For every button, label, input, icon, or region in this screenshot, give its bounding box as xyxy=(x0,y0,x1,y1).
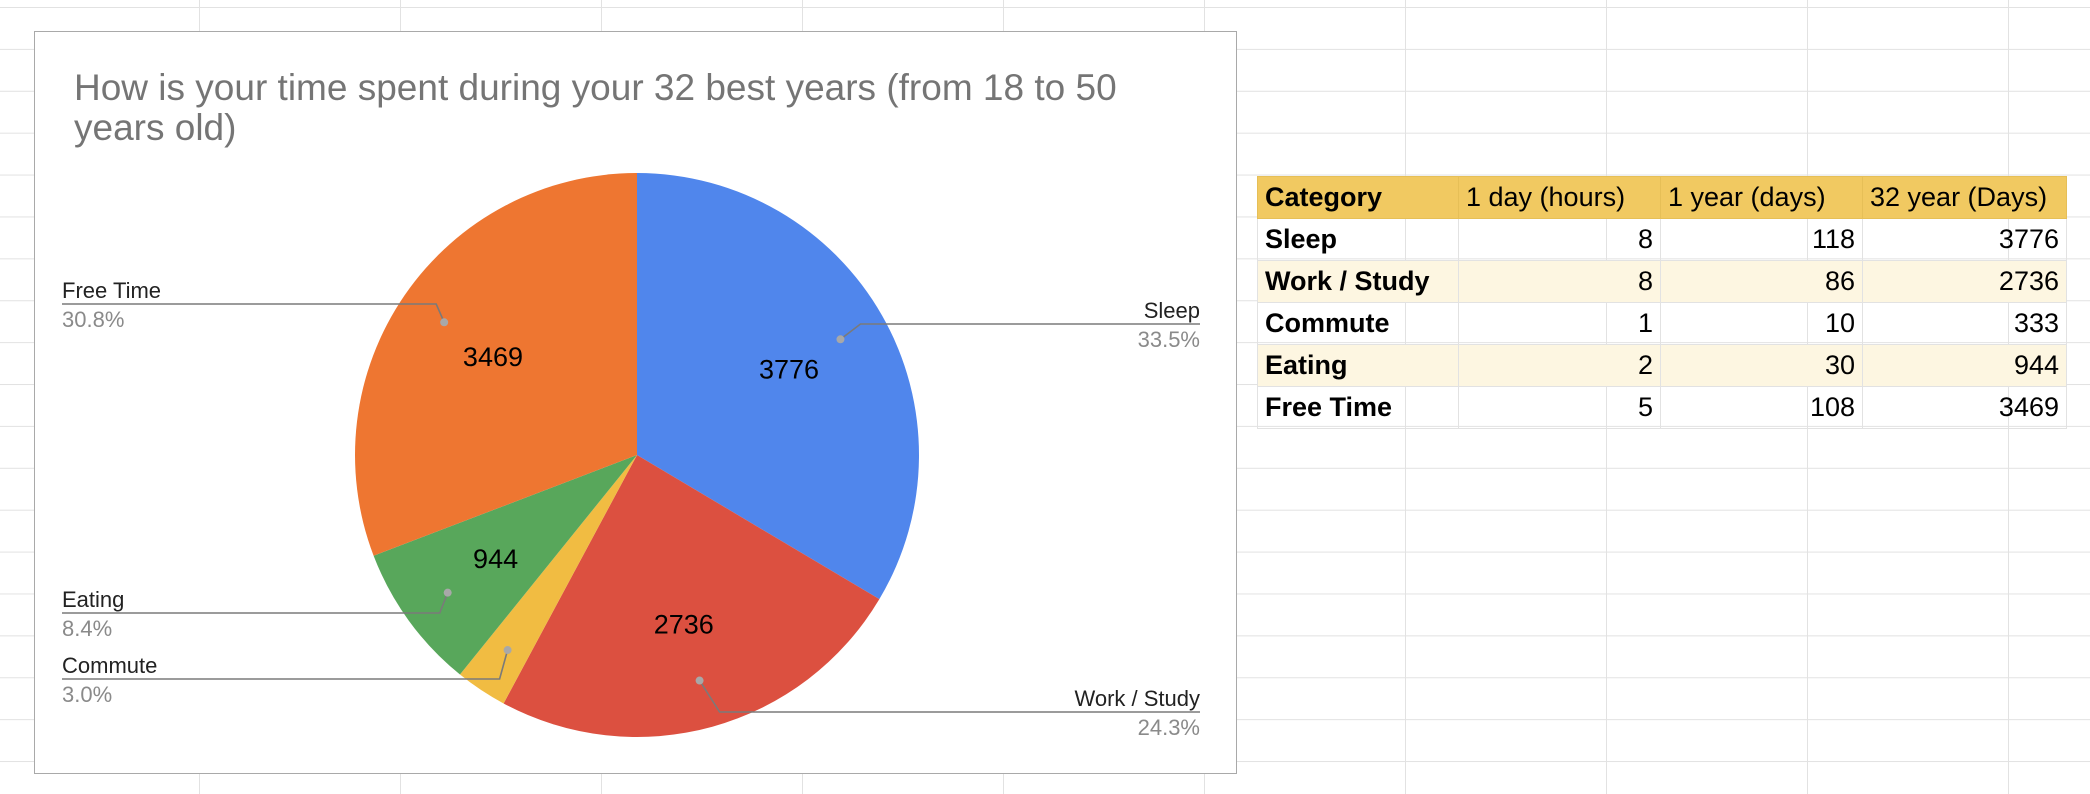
table-header-cell[interactable]: 1 day (hours) xyxy=(1458,176,1661,219)
table-cell[interactable]: 3776 xyxy=(1862,218,2067,261)
table-cell[interactable]: 108 xyxy=(1660,386,1863,429)
slice-free-time-leader-line xyxy=(62,303,445,323)
table-cell[interactable]: 5 xyxy=(1458,386,1661,429)
slice-work-study-leader-dot xyxy=(695,676,704,685)
slice-commute-leader-line xyxy=(62,649,509,680)
slice-sleep-category-label: Sleep xyxy=(1144,298,1200,323)
table-row: Commute 1 10 333 xyxy=(1257,302,2067,345)
slice-free-time-percent-label: 30.8% xyxy=(62,307,124,332)
slice-eating-value-label: 944 xyxy=(473,544,518,574)
table-row-label[interactable]: Free Time xyxy=(1257,386,1459,429)
table-header-cell[interactable]: 32 year (Days) xyxy=(1862,176,2067,219)
slice-eating-leader-line xyxy=(62,592,449,614)
table-row-label[interactable]: Commute xyxy=(1257,302,1459,345)
table-row-label[interactable]: Eating xyxy=(1257,344,1459,387)
table-cell[interactable]: 10 xyxy=(1660,302,1863,345)
table-cell[interactable]: 118 xyxy=(1660,218,1863,261)
slice-sleep-leader-line xyxy=(840,323,1200,340)
table-cell[interactable]: 2736 xyxy=(1862,260,2067,303)
table-row: Free Time 5 108 3469 xyxy=(1257,386,2067,429)
slice-eating-percent-label: 8.4% xyxy=(62,616,112,641)
table-cell[interactable]: 3469 xyxy=(1862,386,2067,429)
table-cell[interactable]: 86 xyxy=(1660,260,1863,303)
table-row: Sleep 8 118 3776 xyxy=(1257,218,2067,261)
slice-sleep xyxy=(637,173,919,600)
slice-free-time-category-label: Free Time xyxy=(62,278,161,303)
table-row: Eating 2 30 944 xyxy=(1257,344,2067,387)
slice-free-time xyxy=(355,173,637,556)
data-table: Category 1 day (hours) 1 year (days) 32 yea… xyxy=(1257,176,2067,429)
table-header-cell[interactable]: 1 year (days) xyxy=(1660,176,1863,219)
table-cell[interactable]: 8 xyxy=(1458,260,1661,303)
slice-work-study xyxy=(503,455,880,737)
slice-eating-category-label: Eating xyxy=(62,587,124,612)
table-cell[interactable]: 8 xyxy=(1458,218,1661,261)
table-row: Work / Study 8 86 2736 xyxy=(1257,260,2067,303)
table-row-label[interactable]: Sleep xyxy=(1257,218,1459,261)
slice-commute xyxy=(459,455,637,704)
slice-sleep-percent-label: 33.5% xyxy=(1138,327,1200,352)
table-cell[interactable]: 944 xyxy=(1862,344,2067,387)
chart-title: How is your time spent during your 32 be… xyxy=(74,67,1117,148)
slice-free-time-leader-dot xyxy=(440,318,449,327)
slice-commute-category-label: Commute xyxy=(62,653,157,678)
table-cell[interactable]: 30 xyxy=(1660,344,1863,387)
chart-container[interactable]: 3776 Sleep 33.5% 2736 Work / Study 24.3% Commu… xyxy=(34,31,1237,774)
table-cell[interactable]: 333 xyxy=(1862,302,2067,345)
table-header-cell[interactable]: Category xyxy=(1257,176,1459,219)
slice-work-study-leader-line xyxy=(698,680,1200,713)
table-row-label[interactable]: Work / Study xyxy=(1257,260,1459,303)
slice-commute-leader-dot xyxy=(503,646,512,655)
slice-sleep-leader-dot xyxy=(836,335,845,344)
slice-work-study-percent-label: 24.3% xyxy=(1138,715,1200,740)
table-cell[interactable]: 2 xyxy=(1458,344,1661,387)
slice-sleep-value-label: 3776 xyxy=(759,355,819,385)
table-cell[interactable]: 1 xyxy=(1458,302,1661,345)
table-header-row: Category 1 day (hours) 1 year (days) 32 yea… xyxy=(1257,176,2067,219)
slice-eating-leader-dot xyxy=(443,588,452,597)
slice-work-study-value-label: 2736 xyxy=(654,609,714,639)
slice-work-study-category-label: Work / Study xyxy=(1074,686,1200,711)
pie-chart: 3776 Sleep 33.5% 2736 Work / Study 24.3% Commu… xyxy=(62,173,1200,740)
slice-eating xyxy=(373,455,637,675)
slice-commute-percent-label: 3.0% xyxy=(62,682,112,707)
slice-free-time-value-label: 3469 xyxy=(463,342,523,372)
